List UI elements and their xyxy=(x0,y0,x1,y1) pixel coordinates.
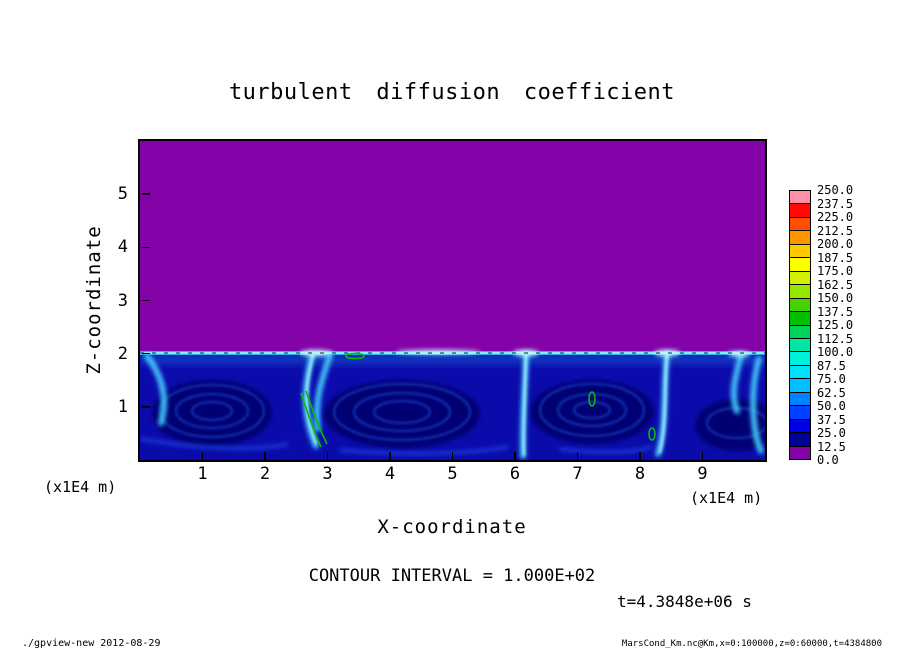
z-tick-mark xyxy=(142,246,150,249)
colorbar-label: 37.5 xyxy=(817,412,846,427)
z-tick-label: 5 xyxy=(117,184,128,205)
colorbar-label: 200.0 xyxy=(817,237,854,251)
green-contour-lines xyxy=(300,352,656,448)
colorbar-label: 125.0 xyxy=(817,318,854,332)
x-tick-label: 7 xyxy=(572,464,583,484)
colorbar-segment xyxy=(790,446,810,460)
chart-title: turbulent diffusion coefficient xyxy=(228,80,676,105)
colorbar-label: 25.0 xyxy=(817,426,846,440)
colorbar-segment xyxy=(790,285,810,299)
colorbar-segment xyxy=(790,312,810,326)
z-tick-label: 1 xyxy=(117,396,128,417)
x-tick-label: 1 xyxy=(197,464,208,484)
colorbar-segment xyxy=(790,191,810,205)
z-tick-mark xyxy=(142,406,150,408)
footer-datasource-text: MarsCond_Km.nc@Km,x=0:100000,z=0:60000,t… xyxy=(621,639,882,649)
colorbar-label: 87.5 xyxy=(817,358,846,373)
footer-command-text: ./gpview-new 2012-08-29 xyxy=(22,638,161,649)
colorbar-segment xyxy=(790,217,810,232)
z-tick-mark xyxy=(142,193,150,195)
colorbar-segment xyxy=(790,379,810,393)
x-axis-label: X-coordinate xyxy=(377,516,527,538)
colorbar-label: 162.5 xyxy=(817,277,854,292)
colorbar-label: 150.0 xyxy=(817,291,854,305)
plot-area xyxy=(138,139,767,462)
colorbar-segment xyxy=(790,419,810,434)
plume-highlights xyxy=(305,352,669,457)
colorbar-segment xyxy=(790,365,810,380)
colorbar-segment xyxy=(790,244,810,259)
x-tick-label: 2 xyxy=(259,464,271,484)
x-tick-mark xyxy=(576,452,579,460)
colorbar-segment xyxy=(790,338,810,353)
colorbar-label: 137.5 xyxy=(817,304,854,319)
colorbar-label: 50.0 xyxy=(817,399,846,413)
colorbar-label: 187.5 xyxy=(817,250,854,265)
x-tick-mark xyxy=(264,452,266,460)
x-tick-label: 6 xyxy=(509,464,521,484)
colorbar-segment xyxy=(790,352,810,366)
contour-interval-note: CONTOUR INTERVAL = 1.000E+02 xyxy=(308,566,596,586)
z-tick-label: 4 xyxy=(117,237,128,258)
colorbar-segment xyxy=(790,392,810,407)
x-axis-unit: (x1E4 m) xyxy=(690,489,763,507)
z-axis-unit: (x1E4 m) xyxy=(44,478,117,496)
x-tick-label: 5 xyxy=(447,464,458,484)
x-tick-mark xyxy=(201,452,204,460)
x-tick-mark xyxy=(701,452,704,460)
colorbar-label: 237.5 xyxy=(817,196,854,211)
x-tick-mark xyxy=(451,452,454,460)
time-annotation: t=4.3848e+06 s xyxy=(617,592,752,611)
colorbar-segment xyxy=(790,258,810,272)
colorbar-segment xyxy=(790,271,810,286)
x-tick-label: 8 xyxy=(634,464,646,484)
near-surface-streaks xyxy=(140,437,653,456)
colorbar-label: 212.5 xyxy=(817,223,854,238)
colorbar-label: 100.0 xyxy=(817,345,854,359)
colorbar-segment xyxy=(790,231,810,245)
x-tick-label: 9 xyxy=(697,464,708,484)
colorbar-label: 250.0 xyxy=(817,183,854,197)
colorbar-segment xyxy=(790,406,810,420)
colorbar-label: 175.0 xyxy=(817,264,854,278)
colorbar-segment xyxy=(790,204,810,218)
z-tick-label: 3 xyxy=(117,290,128,311)
colorbar-label: 62.5 xyxy=(817,385,846,400)
x-tick-mark xyxy=(326,452,329,460)
colorbar-swatches xyxy=(789,190,811,460)
colorbar-label: 12.5 xyxy=(817,439,846,454)
x-tick-label: 3 xyxy=(322,464,333,484)
z-tick-mark xyxy=(142,352,150,355)
x-tick-mark xyxy=(514,452,516,460)
colorbar-segment xyxy=(790,325,810,339)
colorbar-label: 75.0 xyxy=(817,372,846,386)
z-tick-mark xyxy=(142,299,150,302)
x-tick-label: 4 xyxy=(384,464,396,484)
z-tick-label: 2 xyxy=(117,343,128,364)
colorbar-label: 112.5 xyxy=(817,331,854,346)
colorbar-segment xyxy=(790,298,810,313)
x-tick-mark xyxy=(639,452,641,460)
x-tick-mark xyxy=(389,452,391,460)
cell-streamlines xyxy=(159,383,765,441)
colorbar-segment xyxy=(790,433,810,447)
heatmap-field xyxy=(140,141,765,460)
colorbar-label: 225.0 xyxy=(817,210,854,224)
colorbar-label: 0.0 xyxy=(817,453,839,467)
